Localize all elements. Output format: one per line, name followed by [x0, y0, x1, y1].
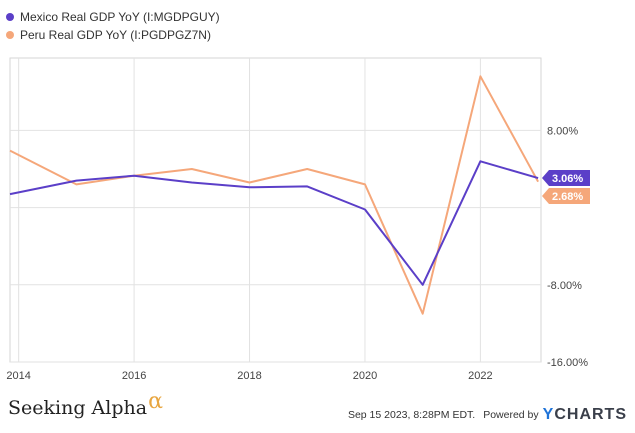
powered-by-text: Powered by — [483, 409, 539, 421]
seeking-alpha-wordmark: Seeking Alpha — [8, 397, 148, 419]
footer: Seeking Alphaα Sep 15 2023, 8:28PM EDT. … — [0, 389, 635, 433]
ycharts-y-icon: Y — [542, 406, 555, 423]
series-line-1 — [9, 75, 539, 315]
series-line-0 — [9, 160, 539, 286]
x-tick-label-2020: 2020 — [353, 370, 377, 382]
y-tick-label-0: 8.00% — [547, 125, 578, 137]
last-value-tag-0 — [542, 170, 590, 187]
x-tick-label-2016: 2016 — [122, 370, 146, 382]
timestamp: Sep 15 2023, 8:28PM EDT. — [347, 409, 476, 421]
legend-label-peru: Peru Real GDP YoY (I:PGDPGZ7N) — [20, 28, 211, 42]
ycharts-logo[interactable]: YCHARTS — [543, 406, 627, 424]
alpha-symbol-icon: α — [148, 389, 163, 414]
legend-label-mexico: Mexico Real GDP YoY (I:MGDPGUY) — [20, 10, 220, 24]
plot-frame — [9, 57, 542, 363]
last-value-label-0: 3.06% — [552, 173, 583, 185]
legend: Mexico Real GDP YoY (I:MGDPGUY) Peru Rea… — [6, 8, 220, 44]
legend-dot-peru — [6, 31, 14, 39]
last-value-label-1: 2.68% — [552, 191, 583, 203]
x-tick-label-2018: 2018 — [237, 370, 261, 382]
x-tick-label-2014: 2014 — [6, 370, 30, 382]
ycharts-wordmark: CHARTS — [554, 406, 627, 423]
legend-dot-mexico — [6, 13, 14, 21]
y-tick-label-2: -8.00% — [547, 280, 582, 292]
y-tick-label-3: -16.00% — [547, 357, 588, 369]
legend-item-peru[interactable]: Peru Real GDP YoY (I:PGDPGZ7N) — [6, 26, 220, 44]
seeking-alpha-logo[interactable]: Seeking Alphaα — [8, 389, 163, 420]
x-tick-label-2022: 2022 — [468, 370, 492, 382]
legend-item-mexico[interactable]: Mexico Real GDP YoY (I:MGDPGUY) — [6, 8, 220, 26]
last-value-tag-1 — [542, 188, 590, 205]
footer-credits: Sep 15 2023, 8:28PM EDT. Powered by YCHA… — [348, 406, 627, 424]
